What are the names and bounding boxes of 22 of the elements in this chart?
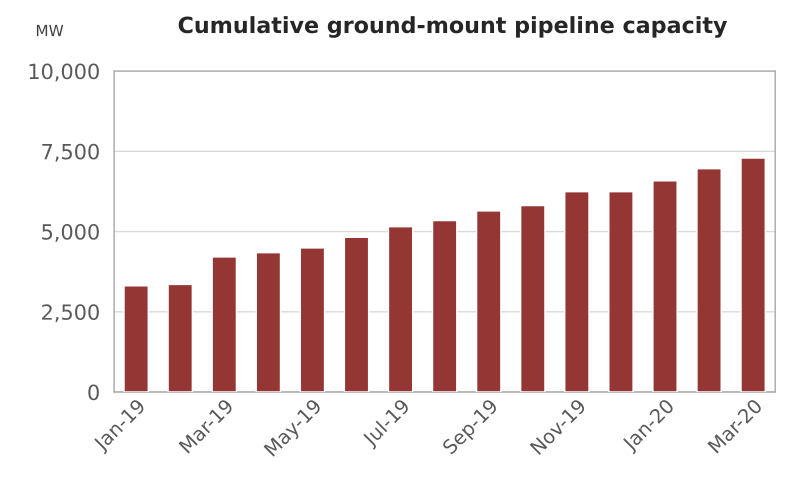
bar bbox=[652, 180, 678, 392]
bar bbox=[740, 157, 766, 392]
bar bbox=[256, 252, 282, 392]
bar bbox=[696, 168, 722, 392]
bar bbox=[520, 204, 546, 392]
y-tick-label: 5,000 bbox=[42, 224, 99, 242]
bar bbox=[476, 210, 502, 392]
bar bbox=[608, 191, 634, 392]
bar bbox=[123, 285, 149, 392]
y-tick-label: 0 bbox=[88, 384, 99, 400]
bar bbox=[388, 226, 414, 392]
bar bbox=[564, 191, 590, 392]
y-tick-label: 7,500 bbox=[42, 144, 99, 162]
y-tick-label: 10,000 bbox=[30, 64, 99, 82]
bar bbox=[300, 247, 326, 392]
bar bbox=[344, 236, 370, 392]
chart-title: Cumulative ground-mount pipeline capacity bbox=[178, 16, 728, 38]
bar bbox=[167, 284, 194, 392]
y-axis-title: MW bbox=[36, 24, 64, 36]
y-tick-label: 2,500 bbox=[42, 304, 99, 322]
bar bbox=[432, 220, 458, 392]
bar bbox=[211, 256, 238, 392]
